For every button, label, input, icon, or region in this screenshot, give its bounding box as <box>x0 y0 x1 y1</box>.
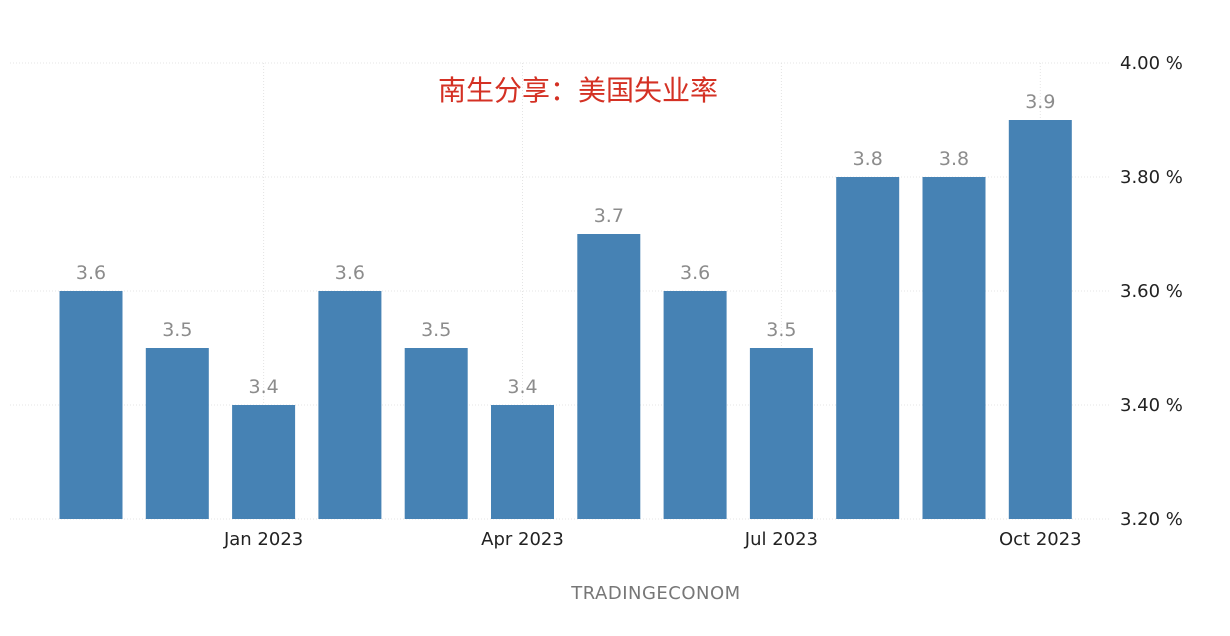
bar[interactable] <box>663 291 727 519</box>
x-tick-label: Apr 2023 <box>481 529 564 550</box>
bar-value-label: 3.7 <box>594 205 624 227</box>
y-tick-label: 3.40 % <box>1120 395 1183 416</box>
x-tick-label: Jan 2023 <box>223 529 303 550</box>
bar[interactable] <box>491 405 554 519</box>
bar[interactable] <box>1008 120 1072 519</box>
bar-value-label: 3.4 <box>507 376 537 398</box>
x-tick-label: Oct 2023 <box>999 529 1082 550</box>
bar[interactable] <box>836 177 900 519</box>
y-tick-label: 3.20 % <box>1120 509 1183 530</box>
bar-value-label: 3.8 <box>939 148 969 170</box>
bar-value-label: 3.6 <box>335 262 365 284</box>
bar[interactable] <box>59 291 123 519</box>
bar-value-label: 3.6 <box>680 262 710 284</box>
x-tick-label: Jul 2023 <box>744 529 818 550</box>
bar-value-label: 3.5 <box>421 319 451 341</box>
value-labels: 3.6 3.5 3.4 3.6 3.5 3.4 3.7 3.6 3.5 3.8 3.8 3.9 <box>76 91 1056 398</box>
y-tick-label: 3.80 % <box>1120 167 1183 188</box>
bar[interactable] <box>232 405 296 519</box>
y-tick-label: 4.00 % <box>1120 53 1183 74</box>
bar-value-label: 3.4 <box>248 376 278 398</box>
bar[interactable] <box>749 348 813 519</box>
y-axis: 3.20 % 3.40 % 3.60 % 3.80 % 4.00 % <box>1120 53 1183 530</box>
chart-title: 南生分享：美国失业率 <box>438 74 718 107</box>
bar[interactable] <box>577 234 641 519</box>
source-watermark[interactable]: TRADINGECONOM <box>570 583 740 604</box>
bar[interactable] <box>404 348 468 519</box>
bar-value-label: 3.5 <box>162 319 192 341</box>
bar[interactable] <box>318 291 382 519</box>
bar-value-label: 3.6 <box>76 262 106 284</box>
bars <box>59 120 1072 519</box>
y-tick-label: 3.60 % <box>1120 281 1183 302</box>
bar[interactable] <box>922 177 986 519</box>
bar-value-label: 3.9 <box>1025 91 1055 113</box>
bar-value-label: 3.5 <box>766 319 796 341</box>
bar[interactable] <box>145 348 209 519</box>
x-axis: Jan 2023 Apr 2023 Jul 2023 Oct 2023 <box>223 529 1082 550</box>
bar-value-label: 3.8 <box>853 148 883 170</box>
